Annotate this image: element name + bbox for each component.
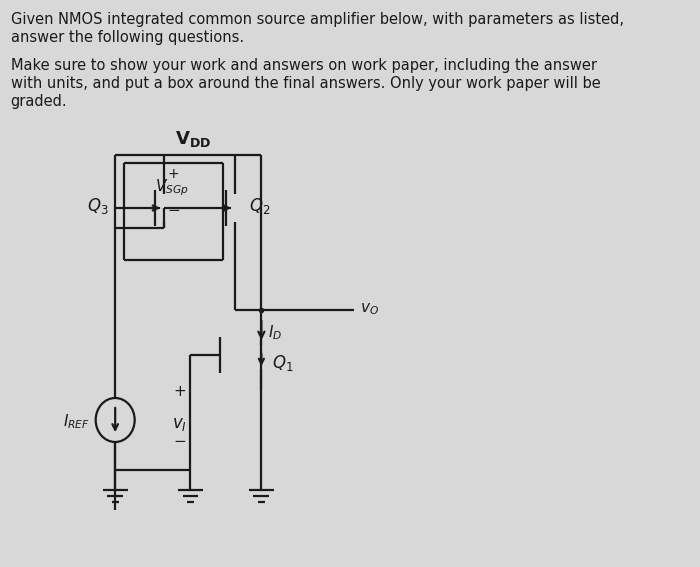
Text: +: + <box>174 384 186 400</box>
Text: $\mathit{v}_O$: $\mathit{v}_O$ <box>360 301 379 317</box>
Text: $\mathit{v}_I$: $\mathit{v}_I$ <box>172 415 188 433</box>
Text: +: + <box>168 167 179 181</box>
Text: Given NMOS integrated common source amplifier below, with parameters as listed,: Given NMOS integrated common source ampl… <box>10 12 624 27</box>
Text: $\mathbf{V_{DD}}$: $\mathbf{V_{DD}}$ <box>174 129 211 149</box>
Text: $\mathit{Q}_2$: $\mathit{Q}_2$ <box>249 196 270 216</box>
Text: $\mathit{V}_{SGp}$: $\mathit{V}_{SGp}$ <box>155 177 189 198</box>
Text: with units, and put a box around the final answers. Only your work paper will be: with units, and put a box around the fin… <box>10 76 601 91</box>
Text: $\mathit{I}_{REF}$: $\mathit{I}_{REF}$ <box>64 413 90 431</box>
Text: answer the following questions.: answer the following questions. <box>10 30 244 45</box>
Text: graded.: graded. <box>10 94 67 109</box>
Text: $\mathit{Q}_1$: $\mathit{Q}_1$ <box>272 353 293 373</box>
Text: $-$: $-$ <box>174 433 186 447</box>
Text: $\mathit{Q}_3$: $\mathit{Q}_3$ <box>87 196 108 216</box>
Text: Make sure to show your work and answers on work paper, including the answer: Make sure to show your work and answers … <box>10 58 596 73</box>
Text: $-$: $-$ <box>167 201 180 216</box>
Text: $\mathit{I}_D$: $\mathit{I}_D$ <box>269 324 283 342</box>
